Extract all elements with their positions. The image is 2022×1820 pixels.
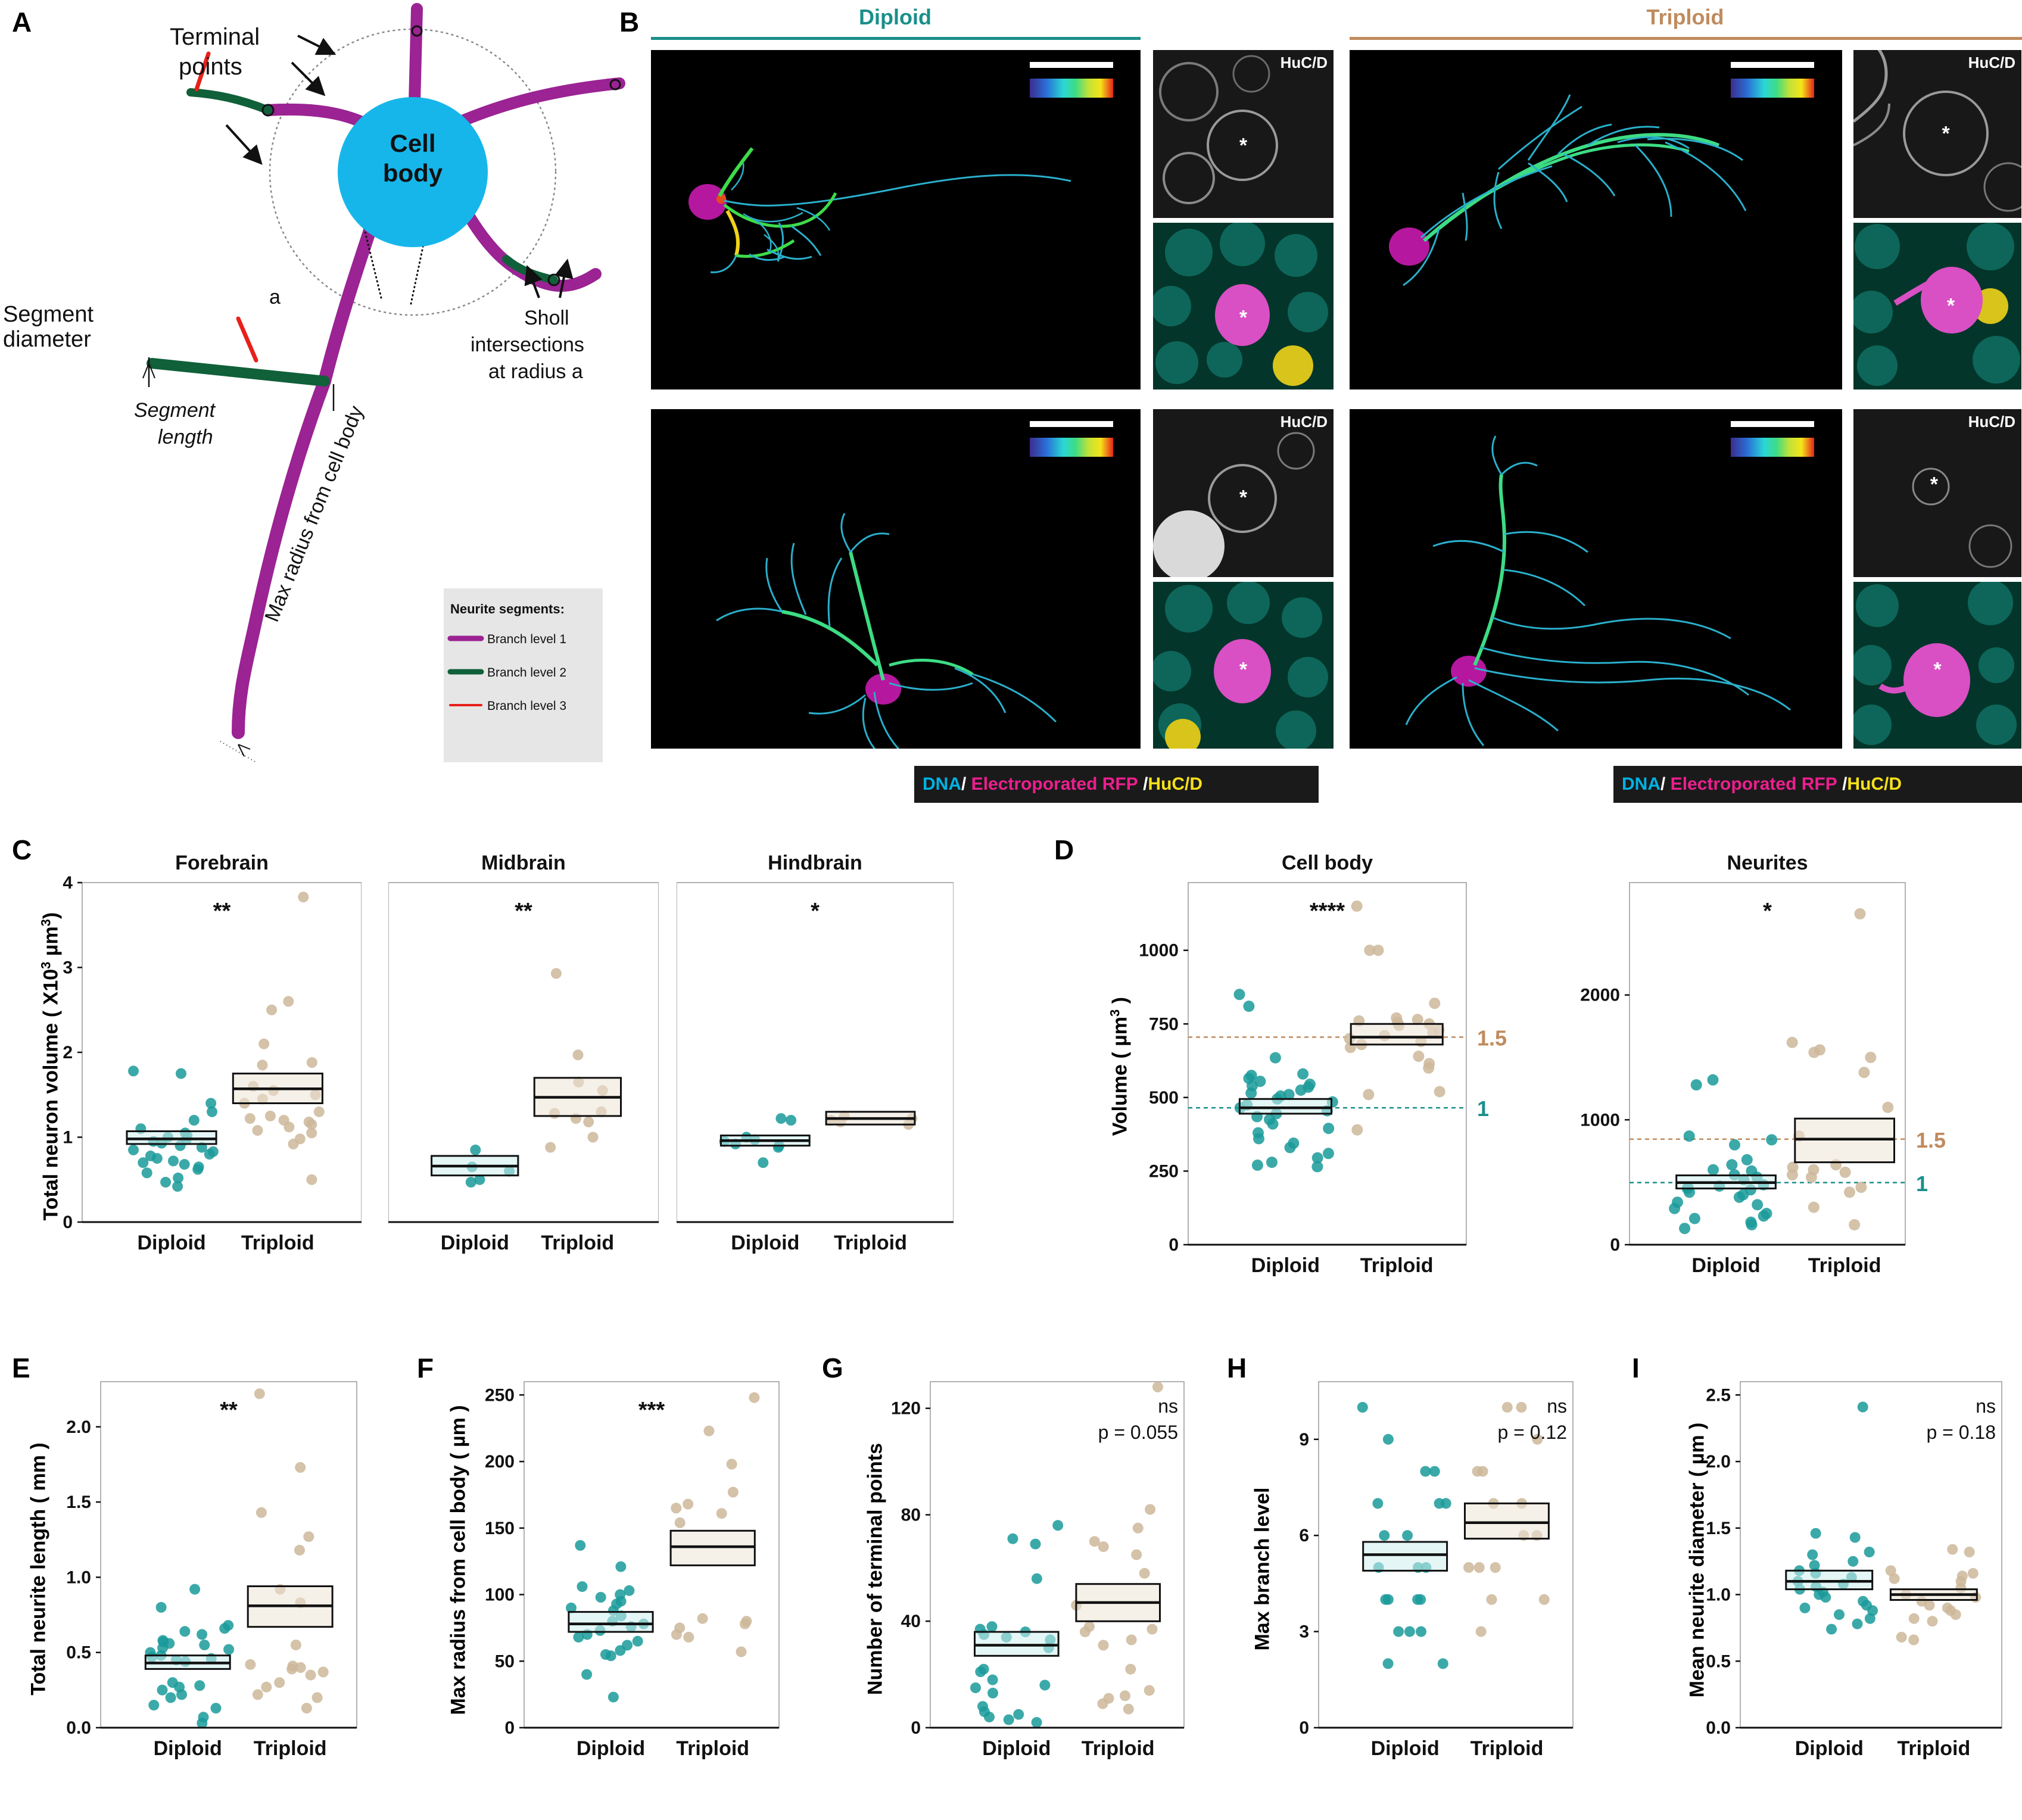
svg-text:0: 0 bbox=[1169, 1235, 1179, 1255]
svg-text:4: 4 bbox=[63, 873, 73, 893]
svg-text:0: 0 bbox=[1610, 1235, 1620, 1255]
svg-text:40: 40 bbox=[901, 1612, 921, 1631]
svg-text:1.5: 1.5 bbox=[1477, 1026, 1507, 1051]
svg-text:0: 0 bbox=[1299, 1718, 1309, 1738]
svg-text:Branch level 1: Branch level 1 bbox=[487, 632, 566, 646]
svg-text:50: 50 bbox=[495, 1651, 515, 1671]
svg-text:a: a bbox=[269, 286, 281, 308]
svg-text:Hindbrain: Hindbrain bbox=[768, 852, 862, 874]
svg-text:**: ** bbox=[213, 899, 231, 924]
svg-text:p = 0.12: p = 0.12 bbox=[1497, 1422, 1567, 1443]
svg-text:250: 250 bbox=[485, 1385, 515, 1405]
svg-text:Branch level 2: Branch level 2 bbox=[487, 666, 566, 680]
svg-text:0: 0 bbox=[911, 1718, 921, 1738]
svg-text:*: * bbox=[811, 899, 820, 924]
svg-text:Branch level 3: Branch level 3 bbox=[487, 699, 566, 713]
svg-text:1000: 1000 bbox=[1139, 941, 1179, 961]
svg-text:Triploid: Triploid bbox=[1470, 1737, 1544, 1760]
svg-text:p = 0.18: p = 0.18 bbox=[1926, 1422, 1996, 1443]
svg-text:Triploid: Triploid bbox=[1898, 1737, 1971, 1760]
svg-text:1: 1 bbox=[1916, 1171, 1928, 1196]
svg-text:0: 0 bbox=[63, 1213, 73, 1232]
svg-text:intersections: intersections bbox=[471, 334, 584, 356]
svg-text:Segment: Segment bbox=[134, 399, 216, 422]
svg-text:1.0: 1.0 bbox=[1706, 1585, 1731, 1605]
svg-text:Terminal: Terminal bbox=[170, 24, 260, 50]
svg-text:Triploid: Triploid bbox=[1808, 1254, 1881, 1277]
svg-text:ns: ns bbox=[1158, 1395, 1178, 1417]
svg-text:3: 3 bbox=[63, 958, 73, 978]
svg-text:Triploid: Triploid bbox=[834, 1232, 907, 1254]
svg-text:ns: ns bbox=[1547, 1395, 1567, 1417]
svg-text:*: * bbox=[1763, 899, 1772, 924]
svg-text:p = 0.055: p = 0.055 bbox=[1098, 1422, 1178, 1443]
svg-text:500: 500 bbox=[1149, 1088, 1179, 1108]
svg-text:0.0: 0.0 bbox=[1706, 1718, 1731, 1738]
svg-text:Diploid: Diploid bbox=[1371, 1737, 1440, 1760]
svg-text:Triploid: Triploid bbox=[254, 1737, 327, 1760]
svg-text:1: 1 bbox=[63, 1128, 73, 1148]
svg-text:150: 150 bbox=[485, 1519, 515, 1538]
svg-text:2.0: 2.0 bbox=[66, 1417, 91, 1437]
svg-text:Diploid: Diploid bbox=[441, 1232, 509, 1254]
svg-text:Diploid: Diploid bbox=[1251, 1254, 1320, 1277]
svg-text:Segment: Segment bbox=[3, 302, 94, 327]
svg-text:**: ** bbox=[515, 899, 532, 924]
svg-text:***: *** bbox=[638, 1398, 665, 1423]
svg-text:points: points bbox=[179, 54, 242, 80]
svg-text:200: 200 bbox=[485, 1452, 515, 1472]
svg-text:Diploid: Diploid bbox=[982, 1737, 1051, 1760]
svg-text:Sholl: Sholl bbox=[524, 307, 569, 329]
svg-text:2.0: 2.0 bbox=[1706, 1452, 1731, 1472]
svg-text:length: length bbox=[158, 426, 213, 448]
svg-text:2: 2 bbox=[63, 1043, 73, 1062]
svg-text:Midbrain: Midbrain bbox=[481, 852, 566, 874]
svg-text:1.0: 1.0 bbox=[66, 1567, 91, 1587]
svg-text:1.5: 1.5 bbox=[66, 1492, 91, 1512]
svg-text:3: 3 bbox=[1299, 1622, 1309, 1642]
svg-text:Cell: Cell bbox=[390, 129, 435, 157]
svg-text:1.5: 1.5 bbox=[1916, 1128, 1946, 1152]
svg-text:1.5: 1.5 bbox=[1706, 1519, 1731, 1538]
svg-text:750: 750 bbox=[1149, 1014, 1179, 1034]
svg-text:2000: 2000 bbox=[1580, 986, 1620, 1005]
svg-text:at radius a: at radius a bbox=[488, 360, 583, 383]
svg-text:****: **** bbox=[1310, 899, 1345, 924]
svg-text:diameter: diameter bbox=[3, 327, 91, 352]
svg-text:Neurites: Neurites bbox=[1727, 852, 1808, 874]
svg-text:ns: ns bbox=[1976, 1395, 1996, 1417]
svg-text:1: 1 bbox=[1477, 1096, 1489, 1121]
svg-text:100: 100 bbox=[485, 1585, 515, 1605]
svg-text:1000: 1000 bbox=[1580, 1110, 1620, 1130]
svg-text:Diploid: Diploid bbox=[731, 1232, 799, 1254]
svg-text:Cell body: Cell body bbox=[1282, 852, 1373, 874]
svg-text:0.5: 0.5 bbox=[1706, 1651, 1731, 1671]
svg-text:Diploid: Diploid bbox=[154, 1737, 222, 1760]
svg-text:Diploid: Diploid bbox=[137, 1232, 205, 1254]
svg-text:0.0: 0.0 bbox=[66, 1718, 91, 1738]
svg-text:80: 80 bbox=[901, 1506, 921, 1525]
svg-text:250: 250 bbox=[1149, 1161, 1179, 1181]
svg-text:120: 120 bbox=[891, 1399, 921, 1419]
svg-text:Triploid: Triploid bbox=[241, 1232, 314, 1254]
svg-text:**: ** bbox=[220, 1398, 238, 1423]
svg-text:Diploid: Diploid bbox=[1795, 1737, 1864, 1760]
svg-text:2.5: 2.5 bbox=[1706, 1385, 1731, 1405]
svg-text:Diploid: Diploid bbox=[1691, 1254, 1760, 1277]
svg-text:Triploid: Triploid bbox=[1360, 1254, 1434, 1277]
svg-text:6: 6 bbox=[1299, 1526, 1309, 1545]
svg-text:0.5: 0.5 bbox=[66, 1643, 91, 1663]
svg-text:Diploid: Diploid bbox=[577, 1737, 645, 1760]
svg-text:Neurite segments:: Neurite segments: bbox=[450, 602, 565, 616]
svg-text:9: 9 bbox=[1299, 1430, 1309, 1450]
svg-text:Triploid: Triploid bbox=[676, 1737, 749, 1760]
svg-text:0: 0 bbox=[504, 1718, 515, 1738]
svg-text:Triploid: Triploid bbox=[541, 1232, 614, 1254]
svg-text:body: body bbox=[383, 159, 443, 187]
svg-text:Triploid: Triploid bbox=[1082, 1737, 1155, 1760]
svg-text:Forebrain: Forebrain bbox=[175, 852, 269, 874]
